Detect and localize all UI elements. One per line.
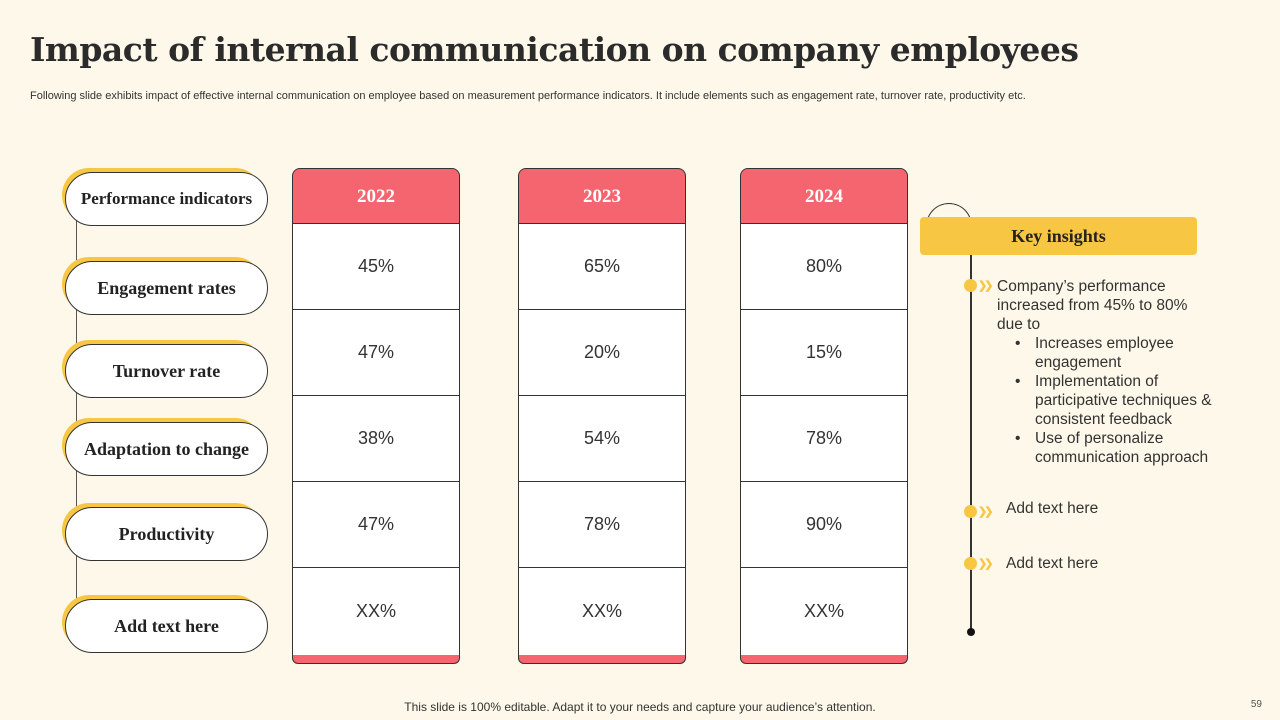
value-cell: 54%	[519, 396, 685, 482]
year-column-2022: 2022 45% 47% 38% 47% XX%	[292, 168, 460, 664]
insight-main: Company’s performance increased from 45%…	[997, 277, 1237, 467]
value-cell: XX%	[581, 600, 623, 621]
value-cell: 47%	[293, 482, 459, 568]
footer-note: This slide is 100% editable. Adapt it to…	[404, 700, 876, 714]
year-values: 45% 47% 38% 47% XX%	[292, 223, 460, 656]
value-cell: 20%	[519, 310, 685, 396]
year-header: 2024	[740, 168, 908, 224]
value-cell: 38%	[293, 396, 459, 482]
value-cell: 47%	[293, 310, 459, 396]
insight-bullet: Increases employee engagement	[1015, 334, 1237, 372]
page-subtitle: Following slide exhibits impact of effec…	[30, 90, 1026, 102]
year-values: 65% 20% 54% 78% XX%	[518, 223, 686, 656]
indicator-label: Productivity	[65, 507, 268, 561]
value-cell: XX%	[355, 600, 397, 621]
indicator-pill: Turnover rate	[62, 340, 268, 400]
indicator-pill: Adaptation to change	[62, 418, 268, 478]
page-number: 59	[1250, 699, 1262, 710]
timeline-end-dot	[967, 628, 975, 636]
value-cell: 90%	[741, 482, 907, 568]
year-header: 2023	[518, 168, 686, 224]
value-cell: 78%	[519, 482, 685, 568]
bullet-dot-icon	[964, 279, 977, 292]
insight-bullet-list: Increases employee engagement Implementa…	[1015, 334, 1237, 467]
year-values: 80% 15% 78% 90% XX%	[740, 223, 908, 656]
year-header: 2022	[292, 168, 460, 224]
column-footer-bar	[740, 655, 908, 664]
column-footer-bar	[292, 655, 460, 664]
indicator-header-label: Performance indicators	[65, 172, 268, 226]
column-footer-bar	[518, 655, 686, 664]
indicator-pill: Add text here	[62, 595, 268, 655]
chevron-right-icon: ❯❯	[978, 506, 994, 518]
value-cell: 45%	[293, 224, 459, 310]
indicator-label: Turnover rate	[65, 344, 268, 398]
insight-extra: Add text here	[1006, 555, 1099, 572]
key-insights-header: Key insights	[920, 217, 1197, 255]
year-column-2024: 2024 80% 15% 78% 90% XX%	[740, 168, 908, 664]
indicator-pill: Engagement rates	[62, 257, 268, 317]
value-cell: 15%	[741, 310, 907, 396]
insight-extra: Add text here	[1006, 500, 1099, 517]
indicator-pill: Productivity	[62, 503, 268, 563]
indicator-header-pill: Performance indicators	[62, 168, 268, 228]
indicator-label: Add text here	[65, 599, 268, 653]
insight-bullet: Implementation of participative techniqu…	[1015, 372, 1237, 429]
value-cell: 65%	[519, 224, 685, 310]
chevron-right-icon: ❯❯	[978, 558, 994, 570]
chevron-right-icon: ❯❯	[978, 280, 994, 292]
insight-bullet: Use of personalize communication approac…	[1015, 429, 1237, 467]
value-cell: XX%	[803, 600, 845, 621]
page-title: Impact of internal communication on comp…	[30, 30, 1079, 69]
year-column-2023: 2023 65% 20% 54% 78% XX%	[518, 168, 686, 664]
insights-timeline-line	[970, 255, 972, 632]
indicator-label: Engagement rates	[65, 261, 268, 315]
value-cell: 80%	[741, 224, 907, 310]
bullet-dot-icon	[964, 505, 977, 518]
insight-main-text: Company’s performance increased from 45%…	[997, 278, 1188, 333]
indicator-label: Adaptation to change	[65, 422, 268, 476]
bullet-dot-icon	[964, 557, 977, 570]
value-cell: 78%	[741, 396, 907, 482]
